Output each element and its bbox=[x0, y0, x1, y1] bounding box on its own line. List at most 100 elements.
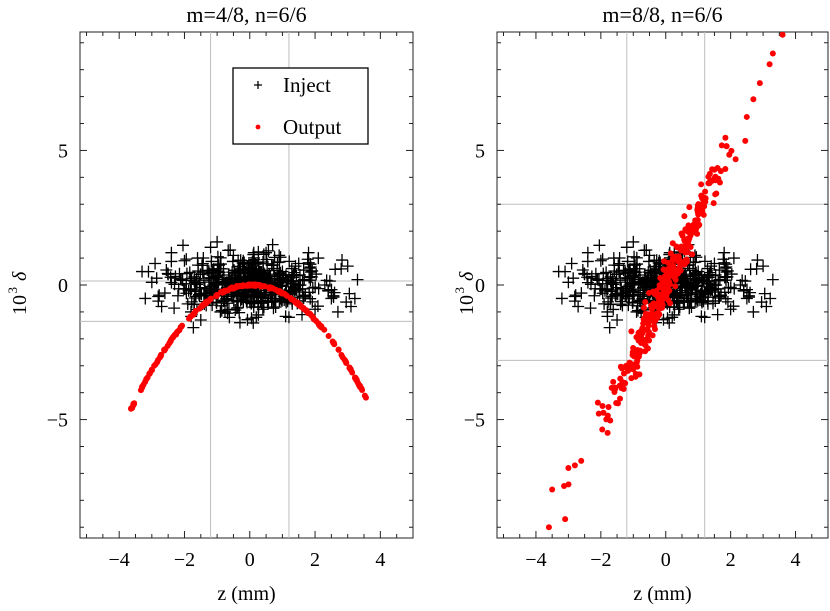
inject-point bbox=[690, 293, 703, 306]
output-point bbox=[179, 322, 186, 329]
inject-point bbox=[578, 267, 591, 280]
inject-point bbox=[351, 273, 364, 286]
output-point bbox=[710, 200, 717, 207]
inject-point bbox=[284, 274, 297, 287]
output-point bbox=[684, 249, 691, 256]
output-point bbox=[171, 331, 178, 338]
output-point bbox=[686, 204, 693, 211]
chart-title: m=8/8, n=6/6 bbox=[602, 2, 722, 27]
inject-point bbox=[721, 295, 734, 308]
inject-point bbox=[139, 292, 152, 305]
inject-point bbox=[211, 235, 224, 248]
inject-point bbox=[228, 267, 241, 280]
inject-point bbox=[343, 287, 356, 300]
inject-point bbox=[246, 259, 259, 272]
output-point bbox=[711, 175, 718, 182]
inject-point bbox=[698, 311, 711, 324]
inject-point bbox=[724, 303, 737, 316]
y-tick-label: 5 bbox=[475, 140, 485, 162]
inject-point bbox=[279, 310, 292, 323]
x-tick-label: 4 bbox=[375, 549, 385, 571]
output-point bbox=[656, 291, 663, 298]
inject-point bbox=[683, 302, 696, 315]
inject-point bbox=[567, 272, 580, 285]
inject-point bbox=[678, 295, 691, 308]
inject-point bbox=[174, 273, 187, 286]
inject-point bbox=[698, 288, 711, 301]
y-tick-label: 0 bbox=[475, 275, 485, 297]
inject-point bbox=[288, 266, 301, 279]
inject-point bbox=[341, 260, 354, 273]
left-panel: −4 −2 0 2 4 −5 0 5 m=4/8, n=6/6 z (mm) 103 δ Inject O… bbox=[5, 2, 414, 605]
x-tick-label: −2 bbox=[174, 549, 195, 571]
inject-point bbox=[766, 273, 779, 286]
y-axis-label: 103 δ bbox=[5, 271, 31, 315]
inject-point bbox=[196, 257, 209, 270]
inject-point bbox=[273, 256, 286, 269]
inject-point bbox=[306, 295, 319, 308]
inject-point bbox=[226, 255, 239, 268]
output-point bbox=[610, 378, 617, 385]
output-point bbox=[702, 188, 709, 195]
inject-point bbox=[252, 291, 265, 304]
inject-point bbox=[620, 290, 633, 303]
x-tick-label: −2 bbox=[590, 549, 611, 571]
inject-point bbox=[755, 296, 768, 309]
output-point bbox=[275, 288, 282, 295]
inject-point bbox=[634, 288, 647, 301]
output-point bbox=[675, 253, 682, 260]
output-point bbox=[638, 333, 645, 340]
output-point bbox=[679, 232, 686, 239]
inject-point bbox=[611, 313, 624, 326]
output-point bbox=[642, 298, 649, 305]
output-point bbox=[677, 261, 684, 268]
x-tick-label: 0 bbox=[661, 549, 671, 571]
output-point bbox=[644, 345, 651, 352]
output-point bbox=[661, 258, 668, 265]
inject-point bbox=[336, 254, 349, 267]
inject-point bbox=[271, 272, 284, 285]
inject-point bbox=[252, 245, 265, 258]
output-point bbox=[656, 284, 663, 291]
output-point bbox=[643, 319, 650, 326]
output-point bbox=[231, 284, 238, 291]
output-point bbox=[257, 282, 264, 289]
inject-point bbox=[283, 255, 296, 268]
inject-point bbox=[584, 302, 597, 315]
inject-point bbox=[273, 273, 286, 286]
inject-point bbox=[197, 274, 210, 287]
output-point bbox=[694, 206, 701, 213]
inject-point bbox=[262, 295, 275, 308]
output-point bbox=[713, 190, 720, 197]
output-point bbox=[756, 80, 763, 87]
inject-point bbox=[171, 289, 184, 302]
y-tick-label: −5 bbox=[47, 410, 68, 432]
inject-point bbox=[234, 254, 247, 267]
output-point bbox=[728, 147, 735, 154]
inject-point bbox=[190, 272, 203, 285]
inject-point bbox=[626, 289, 639, 302]
y-axis-label-var: δ bbox=[9, 271, 31, 281]
inject-point bbox=[634, 273, 647, 286]
x-tick-label: 4 bbox=[791, 549, 801, 571]
inject-point bbox=[657, 313, 670, 326]
inject-point bbox=[703, 277, 716, 290]
inject-point bbox=[161, 267, 174, 280]
output-point bbox=[657, 275, 664, 282]
inject-point bbox=[192, 259, 205, 272]
inject-point bbox=[711, 308, 724, 321]
inject-point bbox=[720, 274, 733, 287]
inject-point bbox=[648, 260, 661, 273]
output-point bbox=[595, 410, 602, 417]
output-point bbox=[669, 257, 676, 264]
inject-point bbox=[211, 265, 224, 278]
inject-point bbox=[600, 266, 613, 279]
inject-point bbox=[739, 275, 752, 288]
output-point bbox=[658, 299, 665, 306]
legend-label-inject: Inject bbox=[283, 73, 331, 97]
output-point bbox=[617, 363, 624, 370]
output-point bbox=[291, 299, 298, 306]
output-point bbox=[637, 347, 644, 354]
output-point bbox=[599, 426, 606, 433]
inject-point bbox=[719, 292, 732, 305]
